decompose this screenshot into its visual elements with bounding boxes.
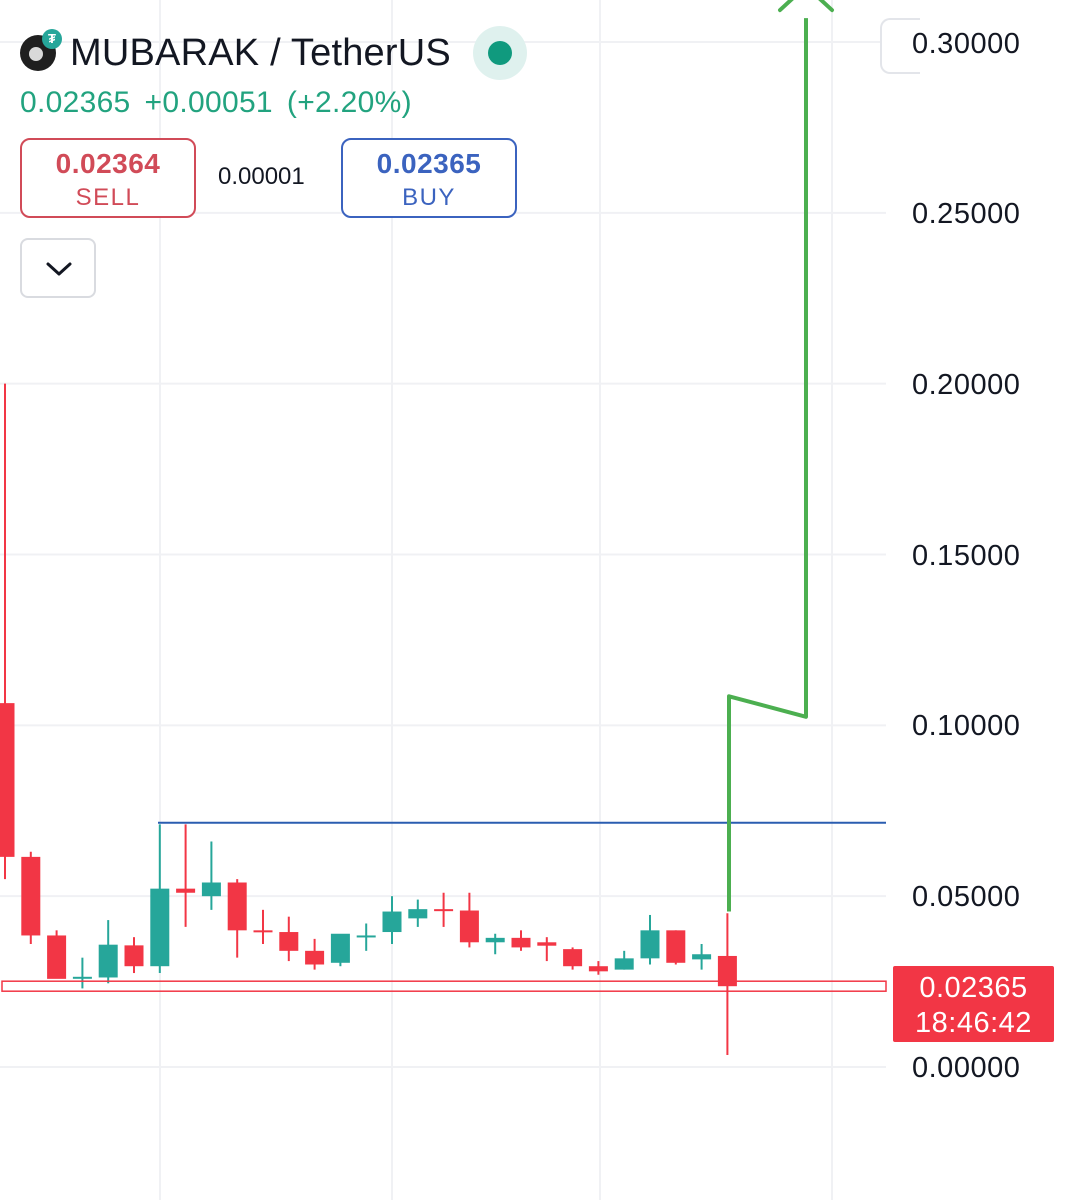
candle-body	[459, 910, 479, 943]
candle-body	[305, 950, 325, 965]
current-price-line	[1, 980, 887, 992]
market-status-indicator[interactable]	[472, 26, 527, 80]
candle-body	[511, 937, 531, 948]
sell-button[interactable]: 0.02364 SELL	[20, 138, 196, 218]
candle-body	[640, 930, 660, 959]
market-open-dot-icon	[487, 41, 512, 65]
symbol-title[interactable]: MUBARAK / TetherUS	[70, 31, 451, 74]
price-axis-label: 0.05000	[912, 881, 1021, 913]
arrow-drawing-path	[727, 18, 808, 912]
candle-body	[47, 935, 67, 979]
collapse-toggle-button[interactable]	[20, 238, 96, 298]
candle-body	[485, 937, 505, 943]
candle-body	[382, 911, 402, 933]
candle-body	[72, 976, 92, 979]
price-axis-label: 0.25000	[912, 198, 1021, 230]
candle-body	[176, 888, 196, 893]
buy-price: 0.02365	[376, 148, 482, 179]
spread-value: 0.00001	[218, 163, 305, 190]
price-axis-label: 0.00000	[912, 1052, 1021, 1084]
candle-body	[150, 888, 170, 967]
symbol-header: ₮ MUBARAK / TetherUS	[20, 26, 527, 80]
candle-body	[614, 958, 634, 970]
candle-body	[253, 930, 273, 933]
candle-body	[408, 909, 428, 919]
sell-price: 0.02364	[55, 148, 161, 179]
logo-inner	[29, 47, 43, 61]
quote-line: 0.02365 +0.00051 (+2.20%)	[20, 86, 412, 120]
candle-body	[666, 930, 686, 963]
price-axis-label: 0.15000	[912, 540, 1021, 572]
scale-control[interactable]	[880, 18, 920, 74]
candle-body	[279, 932, 299, 951]
tether-badge-icon: ₮	[42, 29, 62, 49]
last-price-label: 0.02365 18:46:42	[893, 966, 1054, 1042]
bar-countdown: 18:46:42	[915, 1007, 1032, 1039]
buy-button[interactable]: 0.02365 BUY	[341, 138, 517, 218]
candle-body	[21, 856, 41, 936]
price-change-percent: (+2.20%)	[286, 86, 412, 119]
candle-body	[0, 703, 15, 857]
candle-body	[356, 935, 376, 938]
candle-body	[537, 942, 557, 946]
sell-label: SELL	[75, 184, 141, 211]
candle-body	[330, 933, 350, 963]
candle-body	[124, 945, 144, 967]
price-axis-label: 0.30000	[912, 28, 1021, 60]
candle-body	[201, 882, 221, 897]
candle-body	[98, 944, 118, 978]
candle-body	[563, 949, 583, 967]
buy-label: BUY	[402, 184, 456, 211]
candle-body	[227, 882, 247, 931]
mubarak-coin-logo: ₮	[20, 29, 62, 71]
last-price-axis-value: 0.02365	[919, 972, 1028, 1004]
candle-body	[434, 909, 454, 912]
candle-body	[717, 955, 737, 987]
last-price: 0.02365	[20, 86, 131, 119]
candle-body	[692, 954, 712, 960]
price-axis-label: 0.10000	[912, 710, 1021, 742]
price-axis-label: 0.20000	[912, 369, 1021, 401]
candle-body	[588, 966, 608, 972]
arrow-head-icon	[778, 0, 834, 13]
chevron-down-icon	[46, 262, 72, 276]
price-change: +0.00051	[144, 86, 273, 119]
